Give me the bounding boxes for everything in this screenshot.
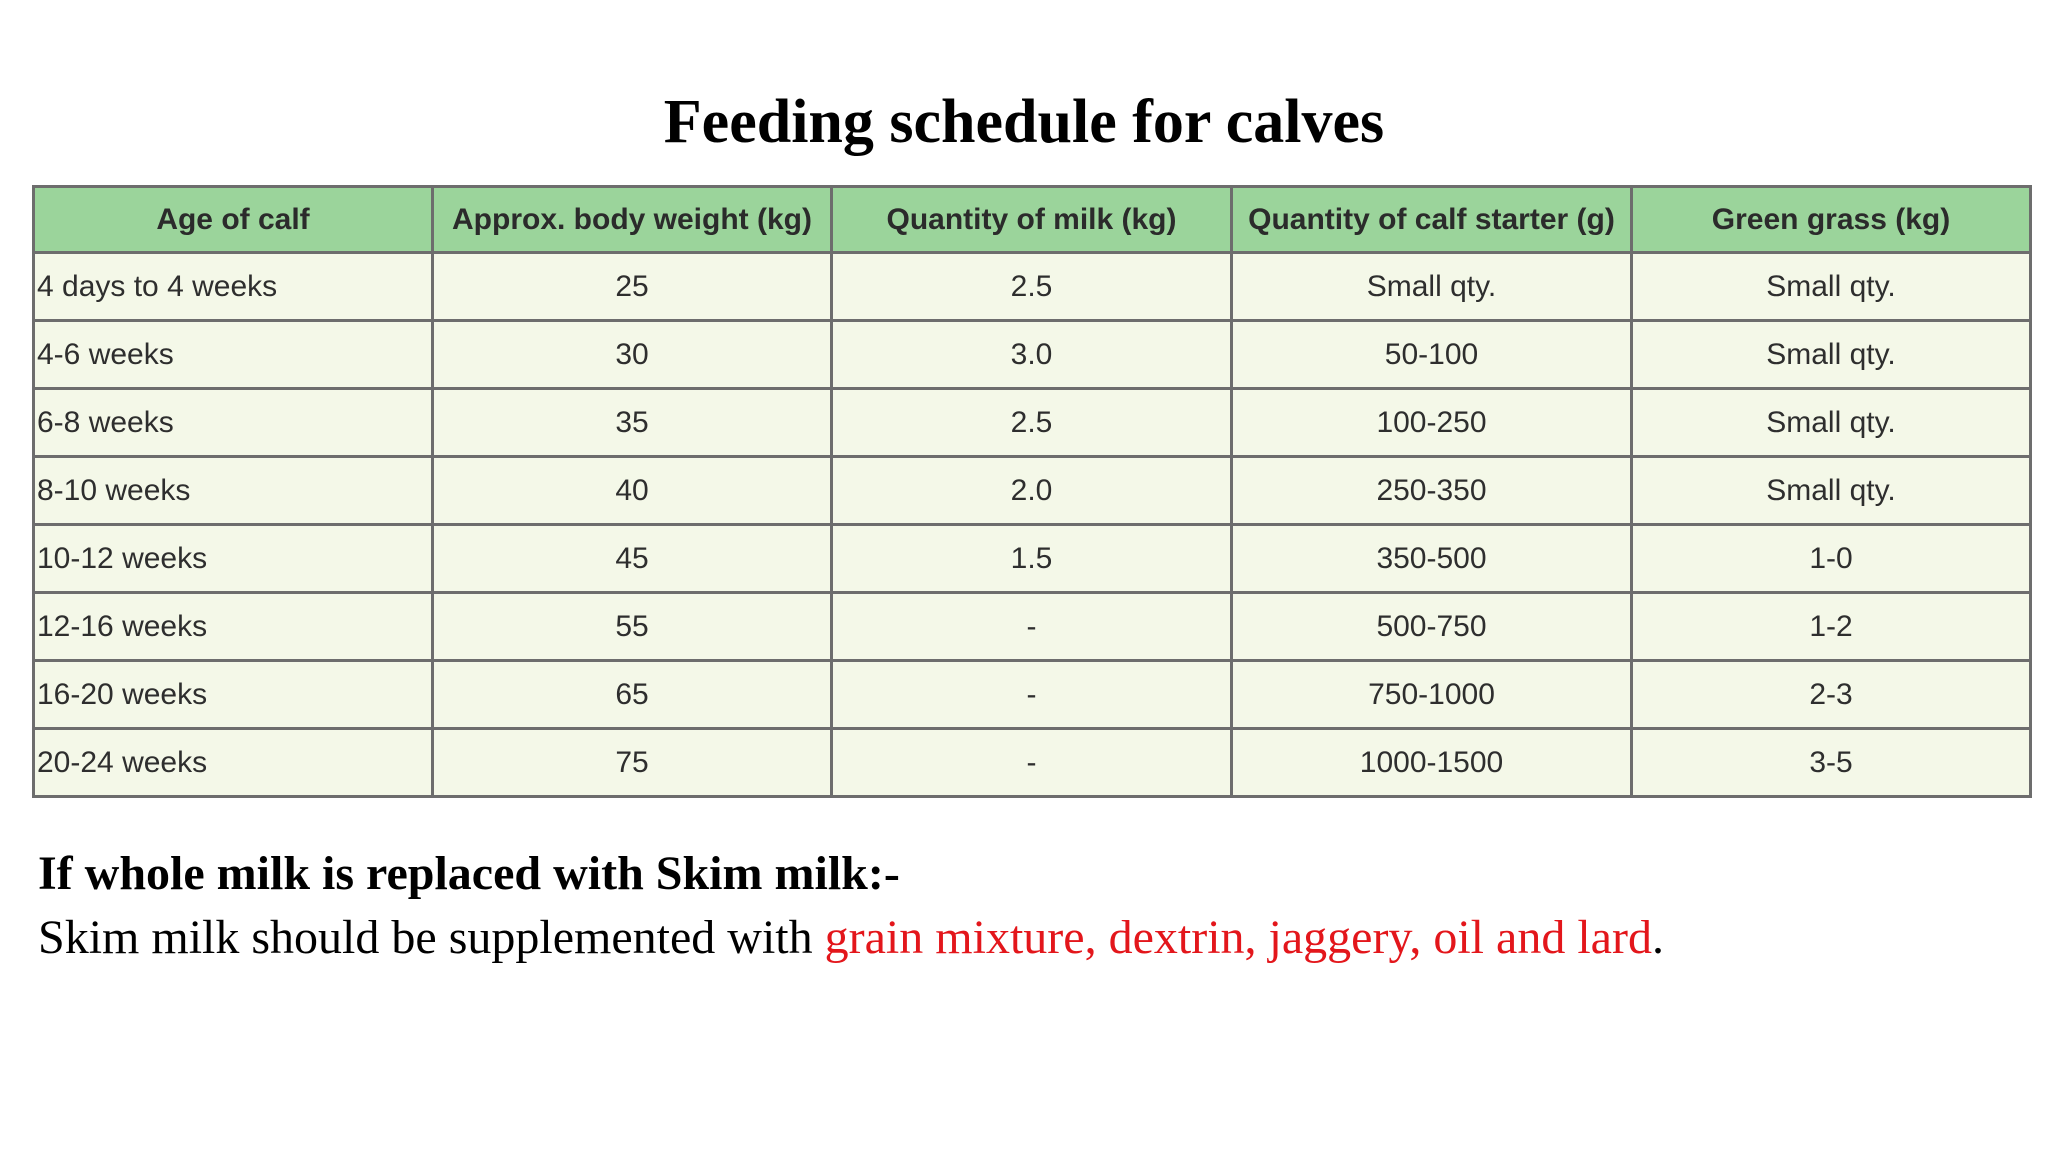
cell-calf-starter: 500-750 xyxy=(1230,591,1633,662)
table-row: 12-16 weeks 55 - 500-750 1-2 xyxy=(32,591,2032,662)
cell-milk: - xyxy=(830,591,1233,662)
cell-green-grass: Small qty. xyxy=(1630,387,2032,458)
cell-green-grass: 1-2 xyxy=(1630,591,2032,662)
note-body-prefix: Skim milk should be supplemented with xyxy=(38,911,825,964)
cell-age: 8-10 weeks xyxy=(32,455,434,526)
cell-calf-starter: 100-250 xyxy=(1230,387,1633,458)
cell-body-weight: 25 xyxy=(431,251,833,322)
cell-milk: 1.5 xyxy=(830,523,1233,594)
cell-calf-starter: 50-100 xyxy=(1230,319,1633,390)
table-row: 8-10 weeks 40 2.0 250-350 Small qty. xyxy=(32,455,2032,526)
cell-milk: 2.0 xyxy=(830,455,1233,526)
cell-age: 20-24 weeks xyxy=(32,727,434,798)
cell-green-grass: Small qty. xyxy=(1630,455,2032,526)
cell-calf-starter: 350-500 xyxy=(1230,523,1633,594)
column-header-green-grass: Green grass (kg) xyxy=(1630,185,2032,254)
cell-green-grass: Small qty. xyxy=(1630,251,2032,322)
column-header-age: Age of calf xyxy=(32,185,434,254)
cell-body-weight: 40 xyxy=(431,455,833,526)
cell-green-grass: 3-5 xyxy=(1630,727,2032,798)
cell-age: 6-8 weeks xyxy=(32,387,434,458)
cell-milk: - xyxy=(830,659,1233,730)
cell-milk: 2.5 xyxy=(830,387,1233,458)
table-row: 4 days to 4 weeks 25 2.5 Small qty. Smal… xyxy=(32,251,2032,322)
cell-age: 4 days to 4 weeks xyxy=(32,251,434,322)
column-header-milk: Quantity of milk (kg) xyxy=(830,185,1233,254)
cell-green-grass: 2-3 xyxy=(1630,659,2032,730)
cell-body-weight: 55 xyxy=(431,591,833,662)
table-row: 4-6 weeks 30 3.0 50-100 Small qty. xyxy=(32,319,2032,390)
cell-green-grass: 1-0 xyxy=(1630,523,2032,594)
cell-milk: - xyxy=(830,727,1233,798)
table-row: 6-8 weeks 35 2.5 100-250 Small qty. xyxy=(32,387,2032,458)
table-row: 10-12 weeks 45 1.5 350-500 1-0 xyxy=(32,523,2032,594)
cell-milk: 3.0 xyxy=(830,319,1233,390)
cell-calf-starter: 250-350 xyxy=(1230,455,1633,526)
cell-calf-starter: Small qty. xyxy=(1230,251,1633,322)
note-body-suffix: . xyxy=(1651,911,1664,964)
cell-age: 10-12 weeks xyxy=(32,523,434,594)
cell-body-weight: 35 xyxy=(431,387,833,458)
note-highlight-text: grain mixture, dextrin, jaggery, oil and… xyxy=(824,911,1652,964)
cell-calf-starter: 750-1000 xyxy=(1230,659,1633,730)
cell-milk: 2.5 xyxy=(830,251,1233,322)
feeding-schedule-table: Age of calf Approx. body weight (kg) Qua… xyxy=(32,185,2032,798)
cell-calf-starter: 1000-1500 xyxy=(1230,727,1633,798)
cell-body-weight: 45 xyxy=(431,523,833,594)
cell-age: 16-20 weeks xyxy=(32,659,434,730)
cell-body-weight: 65 xyxy=(431,659,833,730)
table-header-row: Age of calf Approx. body weight (kg) Qua… xyxy=(32,185,2032,254)
column-header-calf-starter: Quantity of calf starter (g) xyxy=(1230,185,1633,254)
page-title: Feeding schedule for calves xyxy=(663,88,1385,156)
cell-body-weight: 30 xyxy=(431,319,833,390)
cell-age: 12-16 weeks xyxy=(32,591,434,662)
table-row: 20-24 weeks 75 - 1000-1500 3-5 xyxy=(32,727,2032,798)
column-header-body-weight: Approx. body weight (kg) xyxy=(431,185,833,254)
skim-milk-note: If whole milk is replaced with Skim milk… xyxy=(38,842,2018,970)
note-body: Skim milk should be supplemented with gr… xyxy=(38,906,2018,970)
table-row: 16-20 weeks 65 - 750-1000 2-3 xyxy=(32,659,2032,730)
cell-body-weight: 75 xyxy=(431,727,833,798)
note-heading: If whole milk is replaced with Skim milk… xyxy=(38,847,900,900)
cell-green-grass: Small qty. xyxy=(1630,319,2032,390)
cell-age: 4-6 weeks xyxy=(32,319,434,390)
